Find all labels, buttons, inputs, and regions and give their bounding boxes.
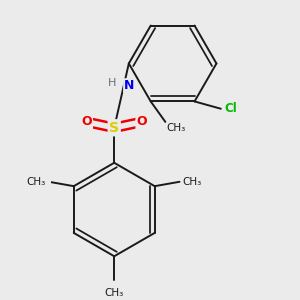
Text: Cl: Cl: [225, 102, 237, 115]
Text: CH₃: CH₃: [27, 177, 46, 187]
Text: CH₃: CH₃: [167, 123, 186, 133]
Text: CH₃: CH₃: [182, 177, 202, 187]
Text: O: O: [81, 116, 92, 128]
Text: CH₃: CH₃: [105, 288, 124, 298]
Text: H: H: [108, 78, 116, 88]
Text: S: S: [109, 121, 119, 135]
Text: N: N: [124, 80, 135, 92]
Text: O: O: [137, 116, 147, 128]
